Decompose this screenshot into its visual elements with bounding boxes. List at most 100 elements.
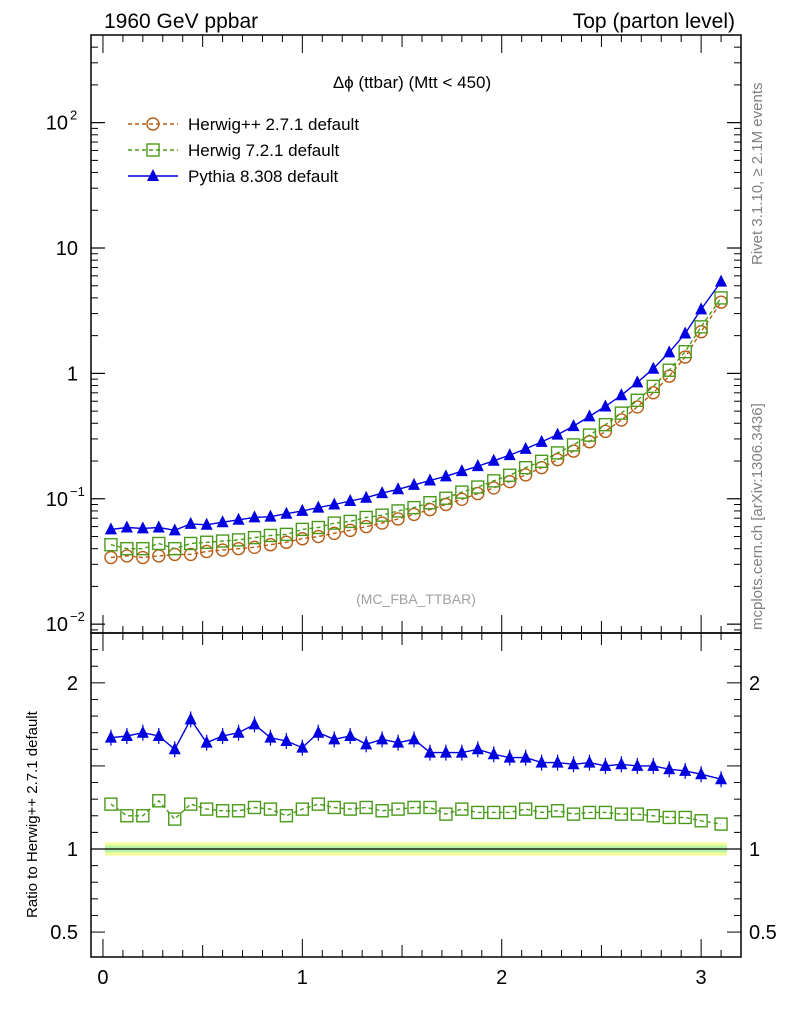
ratio-y-tick-label-right: 0.5 (749, 922, 777, 944)
main-data-point (423, 473, 436, 486)
main-data-point (663, 345, 676, 358)
ratio-data-point (231, 804, 246, 818)
main-data-point (518, 460, 533, 475)
main-y-tick-label: 10 (46, 113, 68, 135)
ratio-data-point (439, 807, 453, 821)
main-data-point (343, 523, 357, 538)
main-data-point (455, 492, 469, 507)
main-data-point (311, 520, 326, 535)
main-data-point (216, 515, 229, 528)
ratio-data-point (647, 758, 660, 771)
main-data-point (376, 486, 389, 499)
ratio-data-point (152, 794, 166, 808)
main-data-point (614, 406, 629, 420)
main-data-point (183, 536, 198, 551)
main-data-point (279, 535, 294, 549)
main-y-tick-exponent: −1 (70, 484, 85, 499)
main-data-point (392, 482, 405, 495)
main-data-point (344, 493, 357, 506)
ratio-data-point (423, 745, 436, 758)
main-data-point (583, 409, 596, 422)
main-data-point (582, 428, 597, 442)
ratio-data-point (184, 712, 197, 725)
main-data-point (263, 528, 278, 543)
legend-marker (146, 117, 160, 131)
main-data-point (714, 291, 728, 305)
ratio-data-point (168, 812, 182, 826)
left-title: 1960 GeV ppbar (104, 10, 258, 33)
main-data-point (104, 522, 117, 535)
main-data-point (199, 544, 214, 559)
main-data-point (296, 503, 309, 516)
main-data-point (375, 516, 389, 530)
ratio-data-point (279, 809, 294, 823)
ratio-data-point (215, 804, 230, 818)
main-y-tick-label: 1 (67, 363, 78, 385)
ratio-data-point (487, 805, 501, 820)
ratio-data-point (327, 800, 341, 815)
ratio-y-tick-label: 0.5 (50, 922, 78, 944)
ratio-data-point (199, 802, 214, 816)
main-data-point (215, 543, 230, 557)
main-data-point (120, 549, 134, 563)
main-data-point (487, 474, 501, 488)
main-data-point (168, 523, 181, 536)
ratio-data-point (614, 807, 629, 821)
ratio-data-point (439, 745, 452, 758)
main-data-point (264, 509, 277, 522)
ratio-data-point (503, 750, 516, 763)
main-data-point (136, 550, 150, 565)
ratio-data-point (360, 737, 373, 750)
ratio-data-point (695, 767, 708, 780)
main-y-tick-label: 10 (46, 489, 68, 511)
main-data-point (407, 507, 421, 522)
right-title: Top (parton level) (573, 10, 735, 33)
main-data-point (550, 446, 565, 460)
main-data-point (518, 468, 533, 482)
ratio-data-point (391, 802, 405, 816)
ratio-data-point (471, 805, 485, 820)
ratio-data-point (392, 735, 405, 748)
main-data-point (503, 448, 516, 461)
main-data-point (423, 502, 437, 517)
main-data-point (328, 497, 341, 510)
ratio-y-tick-label: 2 (67, 673, 78, 695)
ratio-data-point (631, 758, 644, 771)
ratio-data-point (550, 804, 565, 818)
main-data-point (503, 468, 517, 482)
ratio-data-point (551, 755, 564, 768)
ratio-data-point (566, 807, 581, 821)
ratio-data-point (120, 729, 133, 742)
ratio-data-point (328, 732, 341, 745)
main-data-point (519, 441, 532, 454)
main-data-point (215, 534, 230, 548)
main-data-point (311, 529, 326, 544)
main-data-point (598, 417, 613, 432)
main-data-point (247, 530, 262, 545)
ratio-data-point (296, 740, 309, 753)
main-data-point (152, 520, 165, 533)
main-data-point (551, 427, 564, 440)
main-data-point (327, 516, 341, 530)
main-y-tick-exponent: −2 (70, 609, 85, 624)
ratio-y-tick-label: 1 (67, 839, 78, 861)
main-data-point (646, 379, 660, 394)
ratio-data-point (471, 742, 484, 755)
ratio-data-point (247, 800, 262, 815)
main-data-point (232, 512, 245, 525)
plot-title: Δϕ (ttbar) (Mtt < 450) (333, 73, 491, 92)
main-data-point (360, 490, 373, 503)
ratio-y-tick-label-right: 2 (749, 673, 760, 695)
ratio-data-point (375, 804, 389, 818)
main-data-point (662, 363, 676, 377)
main-data-point (136, 521, 149, 534)
ratio-data-point (535, 755, 548, 768)
ratio-data-point (487, 747, 500, 760)
main-data-point (120, 541, 134, 556)
main-data-point (199, 535, 214, 549)
main-data-point (630, 393, 645, 408)
main-data-point (455, 485, 469, 499)
ratio-data-point (168, 742, 181, 755)
main-data-point (231, 541, 246, 556)
ratio-data-point (679, 763, 692, 776)
